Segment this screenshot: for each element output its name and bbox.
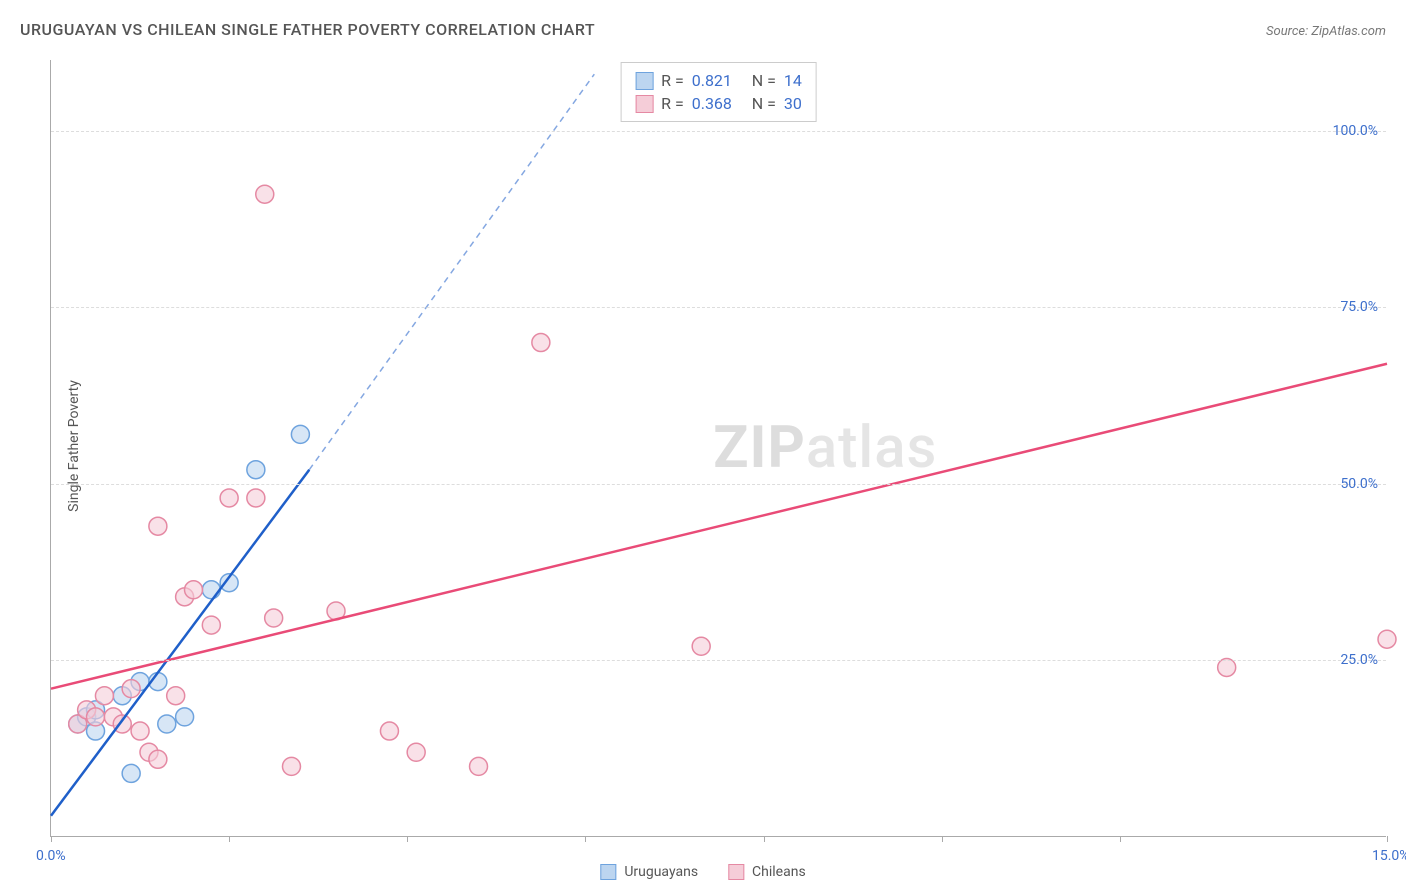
legend-row: R = 0.368 N = 30 [635, 92, 802, 115]
scatter-point [282, 757, 300, 775]
scatter-point [1378, 630, 1396, 648]
scatter-point [202, 616, 220, 634]
scatter-svg [51, 60, 1386, 836]
series-legend-item: Chileans [728, 864, 806, 880]
legend-r-label: R = [661, 94, 684, 113]
series-name: Chileans [752, 864, 806, 880]
legend-n-value: 14 [784, 71, 802, 90]
x-tick [407, 836, 408, 842]
chart-title: URUGUAYAN VS CHILEAN SINGLE FATHER POVER… [20, 20, 595, 39]
scatter-point [256, 185, 274, 203]
scatter-point [185, 581, 203, 599]
y-tick-label: 100.0% [1333, 123, 1378, 139]
x-tick [585, 836, 586, 842]
y-tick-label: 75.0% [1340, 299, 1378, 315]
scatter-point [176, 708, 194, 726]
x-tick-label: 15.0% [1372, 848, 1406, 864]
x-tick [764, 836, 765, 842]
x-tick-label: 0.0% [36, 848, 66, 864]
scatter-point [158, 715, 176, 733]
x-tick [942, 836, 943, 842]
scatter-point [247, 461, 265, 479]
legend-swatch [600, 864, 616, 880]
series-legend: Uruguayans Chileans [600, 864, 805, 880]
scatter-point [149, 517, 167, 535]
scatter-point [122, 680, 140, 698]
scatter-point [692, 637, 710, 655]
scatter-point [202, 581, 220, 599]
scatter-point [470, 757, 488, 775]
y-tick-label: 25.0% [1340, 652, 1378, 668]
gridline [51, 484, 1386, 485]
gridline [51, 660, 1386, 661]
source-label: Source: ZipAtlas.com [1266, 24, 1386, 39]
legend-r-value: 0.821 [692, 71, 744, 90]
legend-n-label: N = [752, 71, 776, 90]
scatter-point [131, 722, 149, 740]
legend-r-label: R = [661, 71, 684, 90]
scatter-point [149, 750, 167, 768]
series-legend-item: Uruguayans [600, 864, 698, 880]
scatter-point [407, 743, 425, 761]
legend-n-label: N = [752, 94, 776, 113]
scatter-point [167, 687, 185, 705]
trend-line [51, 364, 1387, 689]
chart-container: URUGUAYAN VS CHILEAN SINGLE FATHER POVER… [0, 0, 1406, 892]
legend-n-value: 30 [784, 94, 802, 113]
x-tick [1120, 836, 1121, 842]
scatter-point [247, 489, 265, 507]
correlation-legend: R = 0.821 N = 14 R = 0.368 N = 30 [620, 62, 817, 122]
x-tick [1387, 836, 1388, 842]
trend-line [51, 470, 309, 816]
legend-swatch [635, 95, 653, 113]
x-tick [229, 836, 230, 842]
legend-row: R = 0.821 N = 14 [635, 69, 802, 92]
series-name: Uruguayans [624, 864, 698, 880]
plot-area: ZIPatlas R =0.821N =14R =0.368N =30 25.0… [50, 60, 1386, 837]
scatter-point [532, 334, 550, 352]
scatter-point [291, 425, 309, 443]
x-tick [51, 836, 52, 842]
scatter-point [380, 722, 398, 740]
scatter-point [122, 764, 140, 782]
legend-r-value: 0.368 [692, 94, 744, 113]
gridline [51, 307, 1386, 308]
legend-swatch [728, 864, 744, 880]
trend-line-dashed [309, 74, 594, 470]
scatter-point [87, 708, 105, 726]
gridline [51, 131, 1386, 132]
y-tick-label: 50.0% [1340, 476, 1378, 492]
legend-swatch [635, 72, 653, 90]
scatter-point [265, 609, 283, 627]
scatter-point [220, 489, 238, 507]
scatter-point [95, 687, 113, 705]
